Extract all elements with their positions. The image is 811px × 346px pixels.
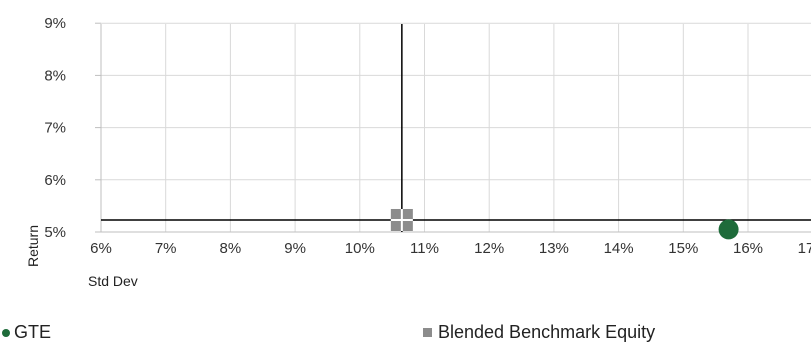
y-tick-label: 5%	[44, 224, 66, 241]
x-tick-label: 16%	[733, 240, 763, 257]
legend-item-gte: GTE	[2, 322, 51, 343]
crosshair	[101, 24, 811, 232]
y-tick-label: 6%	[44, 172, 66, 189]
x-tick-label: 6%	[90, 240, 112, 257]
grid	[100, 22, 811, 233]
x-tick-label: 11%	[410, 240, 439, 257]
axes	[95, 22, 811, 233]
x-tick-labels: 6% 7% 8% 9% 10% 11% 12% 13% 14% 15% 16% 17%	[90, 240, 811, 257]
legend-gte-marker-icon	[2, 328, 10, 337]
y-tick-label: 7%	[44, 120, 66, 137]
legend-item-benchmark: Blended Benchmark Equity	[423, 322, 655, 343]
x-tick-label: 8%	[220, 240, 242, 257]
x-tick-label: 13%	[539, 240, 569, 257]
y-axis-title: Return	[25, 225, 41, 267]
data-points	[390, 208, 739, 240]
x-tick-label: 15%	[668, 240, 698, 257]
x-tick-label: 12%	[474, 240, 504, 257]
x-tick-label: 10%	[345, 240, 375, 257]
legend-benchmark-label: Blended Benchmark Equity	[438, 322, 656, 342]
x-tick-label: 9%	[284, 240, 306, 257]
y-tick-labels: 5% 6% 7% 8% 9%	[44, 15, 66, 241]
legend-gte-label: GTE	[14, 322, 52, 342]
x-axis-title: Std Dev	[88, 273, 138, 289]
x-tick-label: 14%	[604, 240, 634, 257]
legend-benchmark-marker-icon	[423, 328, 432, 337]
x-tick-label: 17%	[798, 240, 811, 257]
y-tick-label: 9%	[44, 15, 66, 32]
x-tick-label: 7%	[155, 240, 177, 257]
y-tick-label: 8%	[44, 67, 66, 84]
point-gte	[718, 219, 739, 240]
